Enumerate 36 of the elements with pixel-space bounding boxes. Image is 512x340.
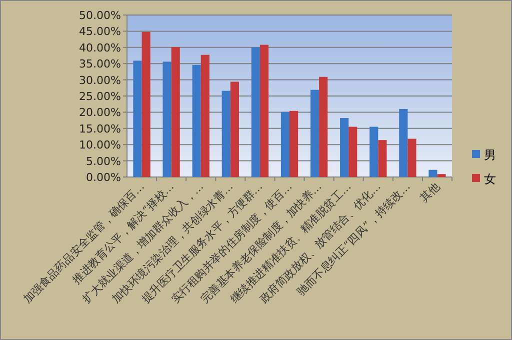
y-tick-label: 10.00% xyxy=(79,138,121,152)
bar xyxy=(310,90,320,177)
bar xyxy=(142,32,150,177)
x-tick-label: 其他 xyxy=(418,180,442,205)
bar xyxy=(348,126,358,177)
bar xyxy=(408,138,416,177)
legend-label: 男 xyxy=(484,148,496,162)
bar xyxy=(200,54,210,177)
bar xyxy=(340,118,349,177)
bar xyxy=(378,140,387,177)
y-tick-label: 20.00% xyxy=(79,106,121,120)
bar xyxy=(171,47,180,177)
bar xyxy=(399,108,408,177)
y-tick-label: 50.00% xyxy=(79,9,121,22)
bar xyxy=(437,174,446,177)
bar xyxy=(370,126,378,177)
y-tick-label: 40.00% xyxy=(79,41,121,54)
y-tick-label: 0.00% xyxy=(86,171,121,184)
bar xyxy=(428,170,438,177)
bar xyxy=(260,44,269,177)
bar xyxy=(251,47,260,177)
y-tick-label: 45.00% xyxy=(79,25,121,38)
bar xyxy=(230,82,239,177)
bar xyxy=(290,110,298,177)
y-tick-label: 35.00% xyxy=(79,58,121,71)
bar xyxy=(192,64,201,177)
y-tick-label: 30.00% xyxy=(79,74,121,87)
legend-label: 女 xyxy=(484,172,496,186)
y-tick-label: 5.00% xyxy=(86,154,121,168)
bar xyxy=(133,60,142,177)
bar xyxy=(162,62,172,177)
bar xyxy=(280,112,290,177)
y-tick-label: 25.00% xyxy=(79,90,121,103)
y-tick-label: 15.00% xyxy=(79,122,121,136)
bar xyxy=(319,76,328,177)
bar xyxy=(222,90,230,177)
